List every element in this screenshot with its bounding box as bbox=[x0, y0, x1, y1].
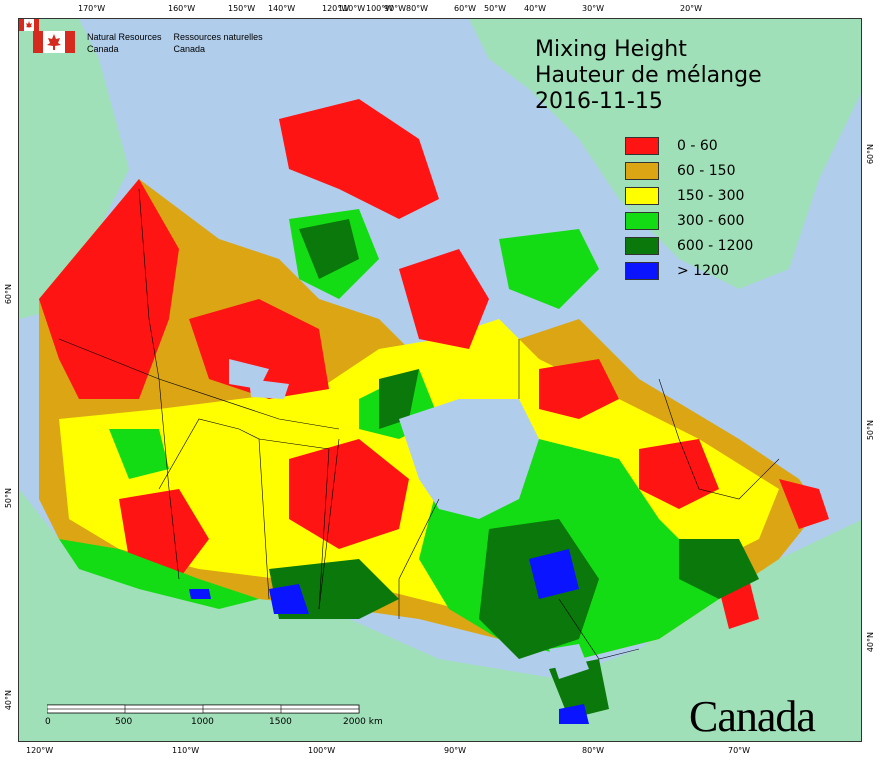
legend-row: 60 - 150 bbox=[625, 158, 753, 183]
legend-swatch bbox=[625, 161, 659, 180]
scale-bar-graphic bbox=[47, 704, 360, 714]
top-tick-label: 30°W bbox=[582, 4, 605, 13]
scale-label: 1500 bbox=[269, 717, 292, 727]
province-boundaries bbox=[58, 188, 780, 660]
scale-label: 500 bbox=[115, 717, 133, 727]
zone-red-prairie bbox=[289, 439, 409, 549]
zone-red-arctic bbox=[279, 99, 439, 219]
legend-row: 150 - 300 bbox=[625, 183, 753, 208]
legend-row: 600 - 1200 bbox=[625, 233, 753, 258]
top-tick-label: 80°W bbox=[406, 4, 429, 13]
org-name-en-line2: Canada bbox=[87, 44, 119, 54]
legend-label: > 1200 bbox=[677, 262, 729, 279]
great-lakes bbox=[549, 644, 589, 679]
zone-blue-prairie bbox=[269, 584, 309, 614]
legend-label: 600 - 1200 bbox=[677, 237, 754, 254]
scale-label: 0 bbox=[45, 717, 51, 727]
right-tick-label: 60°N bbox=[866, 144, 875, 165]
hudson-bay bbox=[399, 399, 539, 519]
zone-blue-ontario bbox=[529, 549, 579, 599]
title-date: 2016-11-15 bbox=[535, 89, 663, 114]
zone-red-labrador bbox=[539, 359, 619, 419]
great-slave-lake bbox=[249, 379, 289, 399]
zone-red-northwest bbox=[39, 179, 179, 399]
bottom-tick-label: 100°W bbox=[308, 746, 336, 755]
legend-swatch bbox=[625, 236, 659, 255]
bottom-tick-label: 120°W bbox=[26, 746, 54, 755]
scale-label: 1000 bbox=[191, 717, 214, 727]
zone-blue-southon bbox=[559, 704, 589, 724]
zone-green-baffin bbox=[499, 229, 599, 309]
left-tick-label: 60°N bbox=[4, 284, 13, 305]
zone-darkgreen-hudson bbox=[379, 369, 419, 429]
scale-label: 2000 km bbox=[343, 717, 383, 727]
zone-red-north bbox=[189, 299, 329, 399]
legend: 0 - 60 60 - 150 150 - 300 300 - 600 600 … bbox=[625, 133, 753, 283]
zone-green-bc bbox=[109, 429, 169, 479]
nrcan-logo: Natural Resources Canada Ressources natu… bbox=[33, 31, 263, 55]
top-tick-label: 40°W bbox=[524, 4, 547, 13]
zone-darkgreen-arctic bbox=[299, 219, 359, 279]
bottom-tick-label: 110°W bbox=[172, 746, 200, 755]
left-tick-label: 50°N bbox=[4, 488, 13, 509]
zone-red-nfld bbox=[779, 479, 829, 529]
org-name-fr-line1: Ressources naturelles bbox=[173, 32, 263, 42]
top-tick-label: 90°W bbox=[384, 4, 407, 13]
legend-row: > 1200 bbox=[625, 258, 753, 283]
legend-row: 300 - 600 bbox=[625, 208, 753, 233]
zone-blue-bc bbox=[189, 589, 211, 599]
canada-wordmark: Canada bbox=[689, 692, 816, 741]
zone-darkgreen-maritimes bbox=[679, 539, 759, 599]
legend-swatch bbox=[625, 136, 659, 155]
left-tick-label: 40°N bbox=[4, 690, 13, 711]
org-name-en-line1: Natural Resources bbox=[87, 32, 162, 42]
top-tick-label: 110°W bbox=[338, 4, 366, 13]
zone-red-baffin bbox=[399, 249, 489, 349]
top-tick-label: 170°W bbox=[78, 4, 106, 13]
right-tick-label: 40°N bbox=[866, 632, 875, 653]
top-tick-label: 50°W bbox=[484, 4, 507, 13]
legend-label: 0 - 60 bbox=[677, 137, 718, 154]
greenland-land bbox=[469, 19, 861, 289]
map-title: Mixing Height Hauteur de mélange 2016-11… bbox=[535, 37, 762, 115]
scale-bar: 0 500 1000 1500 2000 km bbox=[45, 703, 383, 731]
legend-swatch bbox=[625, 261, 659, 280]
bottom-tick-label: 70°W bbox=[728, 746, 751, 755]
canada-flag-icon bbox=[33, 31, 75, 53]
bottom-tick-label: 80°W bbox=[582, 746, 605, 755]
top-tick-label: 100°W bbox=[366, 4, 394, 13]
zone-red-bc bbox=[119, 489, 209, 579]
alaska-land bbox=[19, 19, 129, 319]
legend-swatch bbox=[625, 211, 659, 230]
top-tick-label: 140°W bbox=[268, 4, 296, 13]
top-tick-label: 160°W bbox=[168, 4, 196, 13]
top-tick-label: 20°W bbox=[680, 4, 703, 13]
legend-row: 0 - 60 bbox=[625, 133, 753, 158]
org-name-fr-line2: Canada bbox=[173, 44, 206, 54]
legend-swatch bbox=[625, 186, 659, 205]
top-tick-label: 60°W bbox=[454, 4, 477, 13]
right-tick-label: 50°N bbox=[866, 420, 875, 441]
top-tick-label: 120°W bbox=[322, 4, 350, 13]
map-canvas: Natural Resources Canada Ressources natu… bbox=[18, 18, 862, 742]
legend-label: 60 - 150 bbox=[677, 162, 736, 179]
title-en: Mixing Height bbox=[535, 37, 687, 62]
map-drawing bbox=[19, 19, 861, 741]
top-tick-label: 150°W bbox=[228, 4, 256, 13]
legend-label: 150 - 300 bbox=[677, 187, 745, 204]
usa-land bbox=[19, 489, 861, 741]
zone-red-quebec bbox=[639, 439, 719, 509]
bottom-tick-label: 90°W bbox=[444, 746, 467, 755]
title-fr: Hauteur de mélange bbox=[535, 63, 762, 88]
legend-label: 300 - 600 bbox=[677, 212, 745, 229]
wordmark-flag-icon bbox=[19, 19, 39, 31]
